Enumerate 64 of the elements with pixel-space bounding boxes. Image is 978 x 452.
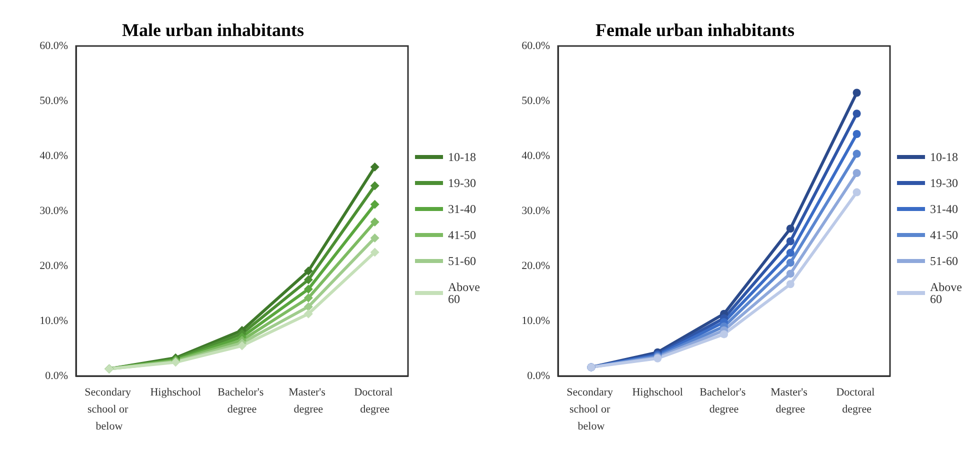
point: [238, 341, 246, 350]
legend-label: 19-30: [930, 176, 958, 190]
point: [304, 284, 313, 294]
legend-label: 10-18: [448, 150, 476, 164]
legend-label: 51-60: [448, 254, 476, 268]
x-tick-label: Secondary school or below: [84, 386, 134, 432]
y-tick-label: 10.0%: [40, 315, 68, 327]
legend-label: 51-60: [930, 254, 958, 268]
x-tick-label: Bachelor's degree: [700, 386, 748, 416]
point: [786, 270, 794, 278]
chart-title: Male urban inhabitants: [122, 20, 304, 40]
point: [786, 280, 794, 288]
legend-label: 19-30: [448, 176, 476, 190]
x-tick-label: Doctoral degree: [354, 386, 396, 416]
y-tick-label: 20.0%: [40, 260, 68, 272]
x-tick-label: Doctoral degree: [836, 386, 878, 416]
y-tick-label: 20.0%: [522, 260, 550, 272]
x-tick-label: Master's degree: [288, 386, 328, 416]
point: [370, 248, 380, 257]
y-tick-label: 0.0%: [45, 370, 68, 382]
point: [370, 181, 380, 190]
y-tick-label: 40.0%: [40, 150, 68, 162]
y-tick-label: 30.0%: [40, 205, 68, 217]
legend-label: Above 60: [448, 280, 484, 306]
y-tick-label: 50.0%: [522, 95, 550, 107]
chart-title: Female urban inhabitants: [595, 20, 795, 40]
y-tick-label: 0.0%: [527, 370, 550, 382]
point: [370, 218, 380, 226]
x-tick-label: Secondary school or below: [566, 386, 616, 432]
point: [304, 293, 313, 302]
point: [852, 150, 861, 158]
point: [786, 224, 794, 233]
point: [852, 188, 861, 196]
legend-label: 31-40: [930, 202, 958, 216]
point: [304, 266, 313, 276]
legend-label: Above 60: [930, 280, 966, 306]
y-tick-label: 30.0%: [522, 205, 550, 217]
legend-label: 41-50: [448, 228, 476, 242]
point: [370, 233, 380, 242]
point: [720, 330, 728, 338]
y-tick-label: 60.0%: [522, 40, 550, 52]
x-tick-label: Highschool: [632, 386, 683, 398]
point: [786, 258, 794, 267]
legend-label: 41-50: [930, 228, 958, 242]
y-tick-label: 40.0%: [522, 150, 550, 162]
point: [852, 88, 861, 97]
point: [370, 162, 380, 172]
point: [852, 110, 861, 118]
point: [786, 248, 794, 257]
x-tick-label: Master's degree: [770, 386, 810, 416]
x-tick-label: Highschool: [150, 386, 201, 398]
point: [852, 169, 861, 178]
y-tick-label: 60.0%: [40, 40, 68, 52]
point: [370, 200, 380, 209]
point: [304, 309, 313, 318]
point: [304, 275, 313, 284]
y-tick-label: 10.0%: [522, 315, 550, 327]
point: [852, 130, 861, 138]
legend-label: 31-40: [448, 202, 476, 216]
y-tick-label: 50.0%: [40, 95, 68, 107]
point: [304, 302, 313, 312]
x-tick-label: Bachelor's degree: [218, 386, 266, 416]
point: [786, 237, 794, 246]
legend-label: 10-18: [930, 150, 958, 164]
